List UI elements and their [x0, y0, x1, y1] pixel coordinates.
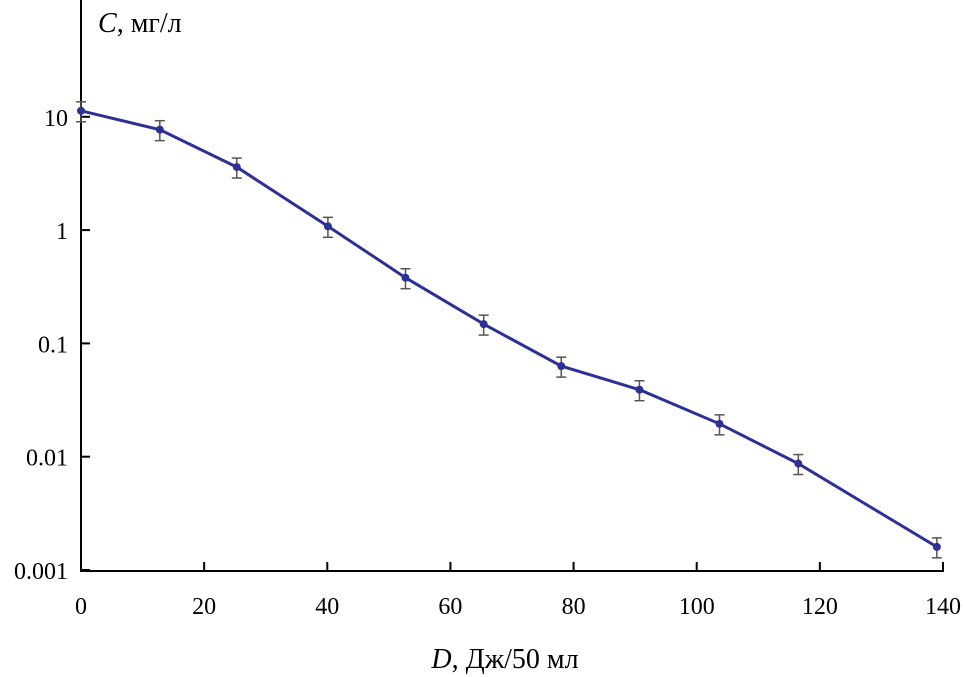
data-point [794, 459, 803, 468]
y-tick-label: 0.001 [14, 559, 68, 585]
y-axis-title: C, мг/л [98, 8, 182, 39]
data-point [479, 320, 488, 329]
x-tick-label: 140 [925, 594, 961, 620]
x-tick-label: 60 [438, 594, 462, 620]
axes [80, 0, 944, 572]
x-tick-label: 0 [75, 594, 87, 620]
ticks: 0 20 40 60 80 100 120 140 10 1 0.1 0.01 0.001 [14, 106, 961, 620]
error-bars [76, 101, 942, 559]
data-point [323, 222, 332, 231]
x-tick-label: 100 [679, 594, 715, 620]
data-point [155, 125, 164, 134]
y-tick-label: 0.1 [38, 332, 68, 358]
x-tick-label: 40 [315, 594, 339, 620]
data-point [232, 163, 241, 172]
data-point [635, 385, 644, 394]
data-point [715, 419, 724, 428]
series-line [80, 109, 938, 549]
data-points [77, 106, 941, 551]
x-tick-label: 120 [802, 594, 838, 620]
data-point [932, 542, 941, 551]
y-tick-label: 1 [56, 219, 68, 245]
data-point [557, 362, 566, 371]
x-axis-title: D, Дж/50 мл [430, 644, 578, 675]
y-tick-label: 0.01 [26, 446, 68, 472]
x-tick-label: 80 [562, 594, 586, 620]
y-tick-label: 10 [44, 106, 68, 132]
data-point [77, 106, 85, 115]
x-tick-label: 20 [192, 594, 216, 620]
data-point [401, 273, 410, 282]
